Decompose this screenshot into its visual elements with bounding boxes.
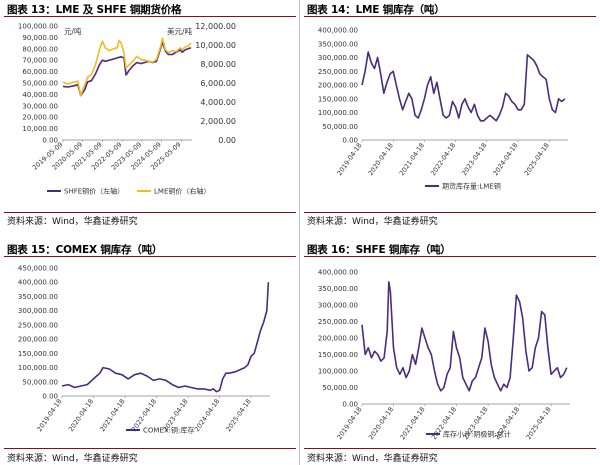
y-tick-label: 150,000.00 [318, 95, 358, 103]
series-line-inventory [361, 281, 568, 392]
y-tick-label: 0.00 [342, 137, 358, 145]
y-tick-label: 400,000.00 [18, 279, 58, 287]
price-chart: 0.00 10,000.00 20,000.00 30,000.00 40,000.00… [18, 22, 236, 196]
source-rule [304, 212, 596, 213]
source-note: 资料来源：Wind，华鑫证券研究 [7, 454, 138, 464]
legend-label: 期货库存量:LME铜 [442, 182, 501, 191]
shfe-inventory-chart: 0.00 50,000.00 100,000.00 150,000.00 200,000… [318, 269, 570, 442]
panel-lme-shfe-price: 图表 13：LME 及 SHFE 铜期货价格 0.00 10,000.00 20,0… [0, 0, 300, 232]
y-tick-label: 50,000.00 [22, 80, 58, 88]
legend-label: COMEX:铜:库存 [143, 426, 194, 435]
series-line-inventory [361, 51, 566, 122]
source-note: 资料来源：Wind，华鑫证券研究 [7, 217, 138, 227]
y-tick-label: 250,000.00 [318, 68, 358, 76]
y-tick-label: 100,000.00 [18, 23, 58, 31]
comex-inventory-chart: 0.00 50,000.00 100,000.00 150,000.00 200,000… [18, 265, 270, 435]
y2-tick-label: 8,000.00 [200, 60, 236, 69]
title-rule [304, 16, 596, 17]
y-tick-label: 0.00 [42, 393, 58, 401]
y-tick-label: 100,000.00 [318, 109, 358, 117]
panel-comex-inventory: 图表 15：COMEX 铜库存（吨） 0.00 50,000.00 100,000.… [0, 232, 300, 465]
y-tick-label: 60,000.00 [22, 68, 58, 76]
y-tick-label: 400,000.00 [318, 269, 358, 277]
series-line-lme [62, 37, 192, 97]
x-tick-label: 2020-04-18 [67, 398, 95, 434]
title-rule [304, 256, 596, 257]
chart-title: 图表 15：COMEX 铜库存（吨） [7, 244, 163, 256]
x-tick-label: 2021-04-18 [98, 398, 126, 434]
y-tick-label: 80,000.00 [22, 45, 58, 53]
series-line-inventory [61, 282, 270, 393]
x-tick-label: 2020-04-18 [367, 142, 395, 178]
source-rule [4, 448, 296, 449]
y2-tick-label: 2,000.00 [200, 117, 236, 126]
y2-tick-label: 0.00 [218, 136, 236, 145]
source-rule [4, 212, 296, 213]
x-tick-label: 2024-04-18 [193, 398, 221, 434]
y-tick-label: 40,000.00 [22, 91, 58, 99]
legend-label: SHFE铜价（左轴） [64, 187, 124, 196]
y-tick-label: 250,000.00 [318, 318, 358, 326]
x-tick-label: 2020-04-18 [367, 406, 395, 442]
y2-tick-label: 6,000.00 [200, 79, 236, 88]
left-axis-unit: 元/吨 [64, 26, 82, 36]
y-tick-label: 50,000.00 [322, 123, 358, 131]
y2-tick-label: 12,000.00 [195, 22, 236, 31]
y-tick-label: 300,000.00 [318, 302, 358, 310]
panel-separator [299, 0, 300, 465]
y-tick-label: 200,000.00 [18, 336, 58, 344]
x-tick-label: 2022-04-18 [429, 142, 457, 178]
panel-lme-inventory: 图表 14：LME 铜库存（吨） 0.00 50,000.00 100,000.00… [300, 0, 600, 232]
y-tick-label: 150,000.00 [18, 350, 58, 358]
title-rule [4, 256, 296, 257]
legend-label: LME铜价（右轴） [154, 187, 210, 196]
title-rule [4, 16, 296, 17]
y2-tick-label: 10,000.00 [195, 41, 236, 50]
y-tick-label: 100,000.00 [318, 368, 358, 376]
x-tick-label: 2021-04-18 [398, 406, 426, 442]
y-tick-label: 450,000.00 [18, 265, 58, 273]
y-tick-label: 50,000.00 [322, 384, 358, 392]
y-tick-label: 90,000.00 [22, 34, 58, 42]
source-rule [304, 448, 596, 449]
source-note: 资料来源：Wind，华鑫证券研究 [307, 217, 438, 227]
y-tick-label: 400,000.00 [318, 27, 358, 35]
y-tick-label: 200,000.00 [318, 82, 358, 90]
source-note: 资料来源：Wind，华鑫证券研究 [307, 454, 438, 464]
y-tick-label: 350,000.00 [318, 285, 358, 293]
legend-label: 库存小计:阴极铜:总计 [443, 430, 511, 439]
y-tick-label: 0.00 [342, 401, 358, 409]
y-tick-label: 0.00 [42, 137, 58, 145]
y-tick-label: 300,000.00 [318, 54, 358, 62]
y-tick-label: 10,000.00 [22, 125, 58, 133]
x-tick-label: 2024-04-18 [491, 142, 519, 178]
y-tick-label: 50,000.00 [22, 378, 58, 386]
x-tick-label: 2019-04-18 [335, 142, 363, 178]
y-tick-label: 350,000.00 [18, 293, 58, 301]
y-tick-label: 250,000.00 [18, 321, 58, 329]
x-tick-label: 2019-04-18 [35, 398, 63, 434]
x-tick-label: 2019-04-18 [335, 406, 363, 442]
x-tick-label: 2021-04-18 [398, 142, 426, 178]
series-line-shfe [62, 41, 192, 97]
y-tick-label: 300,000.00 [18, 307, 58, 315]
x-tick-label: 2025-04-18 [225, 398, 253, 434]
y2-tick-label: 4,000.00 [200, 98, 236, 107]
panel-shfe-inventory: 图表 16：SHFE 铜库存（吨） 0.00 50,000.00 100,000.0… [300, 232, 600, 465]
y-tick-label: 150,000.00 [318, 351, 358, 359]
x-tick-label: 2025-04-18 [525, 406, 553, 442]
chart-title: 图表 13：LME 及 SHFE 铜期货价格 [7, 4, 182, 16]
y-tick-label: 30,000.00 [22, 102, 58, 110]
y-tick-label: 20,000.00 [22, 114, 58, 122]
y-tick-label: 350,000.00 [318, 40, 358, 48]
lme-inventory-chart: 0.00 50,000.00 100,000.00 150,000.00 200,000… [318, 27, 568, 191]
right-axis-unit: 美元/吨 [167, 26, 193, 36]
chart-title: 图表 14：LME 铜库存（吨） [307, 4, 445, 16]
y-tick-label: 70,000.00 [22, 57, 58, 65]
chart-title: 图表 16：SHFE 铜库存（吨） [307, 244, 451, 256]
y-tick-label: 100,000.00 [18, 364, 58, 372]
x-tick-label: 2025-04-18 [523, 142, 551, 178]
x-tick-label: 2023-04-18 [460, 142, 488, 178]
y-tick-label: 200,000.00 [318, 335, 358, 343]
